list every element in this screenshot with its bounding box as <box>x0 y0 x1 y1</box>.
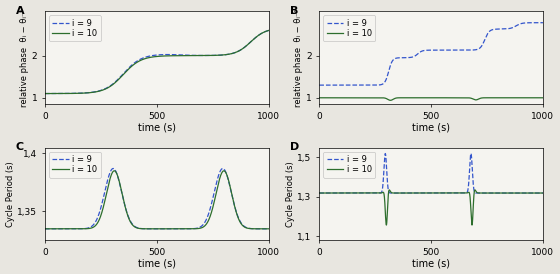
i = 10 <box>263 29 270 33</box>
i = 10 <box>370 191 377 195</box>
i = 10 <box>96 90 102 93</box>
i = 10 <box>400 96 407 99</box>
i = 10 <box>316 96 323 99</box>
i = 9 <box>96 89 102 93</box>
i = 9 <box>370 191 377 195</box>
i = 10 <box>538 96 544 99</box>
i = 10 <box>387 99 394 102</box>
Line: i = 9: i = 9 <box>45 169 269 229</box>
i = 9 <box>41 92 48 95</box>
i = 10 <box>94 90 100 93</box>
i = 10 <box>95 90 101 93</box>
X-axis label: time (s): time (s) <box>412 122 450 132</box>
i = 10 <box>369 96 376 99</box>
X-axis label: time (s): time (s) <box>412 258 450 269</box>
i = 10 <box>265 29 272 32</box>
i = 10 <box>96 218 102 221</box>
i = 10 <box>221 169 227 172</box>
Y-axis label: Cycle Period (s): Cycle Period (s) <box>6 161 15 227</box>
i = 9 <box>416 191 423 195</box>
i = 9 <box>382 152 389 155</box>
Line: i = 10: i = 10 <box>45 171 269 229</box>
i = 9 <box>142 227 148 230</box>
i = 9 <box>368 191 375 195</box>
Text: D: D <box>290 142 300 152</box>
Y-axis label: relative phase  θᵢ − θᵢ⁻¹: relative phase θᵢ − θᵢ⁻¹ <box>20 8 29 107</box>
i = 10 <box>41 227 48 230</box>
Text: B: B <box>290 6 298 16</box>
i = 9 <box>368 84 375 87</box>
i = 9 <box>220 167 226 170</box>
i = 10 <box>142 57 148 60</box>
i = 10 <box>368 96 375 99</box>
i = 9 <box>316 191 323 195</box>
i = 10 <box>95 220 101 224</box>
i = 10 <box>94 222 100 226</box>
X-axis label: time (s): time (s) <box>138 258 176 269</box>
Line: i = 10: i = 10 <box>319 190 543 225</box>
i = 9 <box>400 191 407 195</box>
i = 10 <box>540 96 547 99</box>
i = 9 <box>142 56 148 59</box>
i = 9 <box>370 84 377 87</box>
i = 10 <box>368 191 375 195</box>
Y-axis label: Cycle Period (s): Cycle Period (s) <box>286 161 295 227</box>
i = 9 <box>538 21 544 24</box>
i = 10 <box>472 188 478 192</box>
Line: i = 9: i = 9 <box>45 30 269 93</box>
Legend: i = 9, i = 10: i = 9, i = 10 <box>49 152 101 178</box>
X-axis label: time (s): time (s) <box>138 122 176 132</box>
Line: i = 10: i = 10 <box>45 30 269 93</box>
i = 9 <box>263 29 270 33</box>
i = 10 <box>265 227 272 230</box>
i = 9 <box>94 90 100 93</box>
i = 10 <box>400 191 407 195</box>
i = 9 <box>265 29 272 32</box>
i = 10 <box>416 96 423 99</box>
i = 9 <box>264 227 270 230</box>
i = 10 <box>126 218 133 221</box>
i = 10 <box>538 191 544 195</box>
i = 9 <box>126 217 133 220</box>
i = 9 <box>316 84 323 87</box>
Legend: i = 9, i = 10: i = 9, i = 10 <box>324 152 375 178</box>
i = 10 <box>370 96 377 99</box>
i = 10 <box>316 191 323 195</box>
Legend: i = 9, i = 10: i = 9, i = 10 <box>49 15 101 41</box>
i = 10 <box>264 227 270 230</box>
i = 10 <box>126 67 133 70</box>
i = 10 <box>469 223 475 227</box>
Text: A: A <box>16 6 25 16</box>
i = 10 <box>369 191 376 195</box>
i = 9 <box>126 66 133 69</box>
i = 9 <box>538 191 544 195</box>
i = 9 <box>540 21 547 24</box>
i = 9 <box>369 191 376 195</box>
Y-axis label: relative phase  θᵢ − θᵢ⁻¹: relative phase θᵢ − θᵢ⁻¹ <box>294 8 303 107</box>
i = 9 <box>369 84 376 87</box>
Line: i = 10: i = 10 <box>319 98 543 100</box>
Line: i = 9: i = 9 <box>319 153 543 193</box>
i = 9 <box>400 56 407 59</box>
i = 9 <box>265 227 272 230</box>
i = 9 <box>95 90 101 93</box>
i = 9 <box>41 227 48 230</box>
i = 9 <box>540 191 547 195</box>
i = 9 <box>94 218 100 221</box>
i = 10 <box>142 227 148 230</box>
i = 10 <box>540 191 547 195</box>
i = 9 <box>95 215 101 218</box>
i = 9 <box>96 212 102 215</box>
Line: i = 9: i = 9 <box>319 23 543 85</box>
i = 10 <box>41 92 48 95</box>
i = 10 <box>416 191 423 195</box>
Legend: i = 9, i = 10: i = 9, i = 10 <box>324 15 375 41</box>
Text: C: C <box>16 142 24 152</box>
i = 9 <box>416 51 423 54</box>
